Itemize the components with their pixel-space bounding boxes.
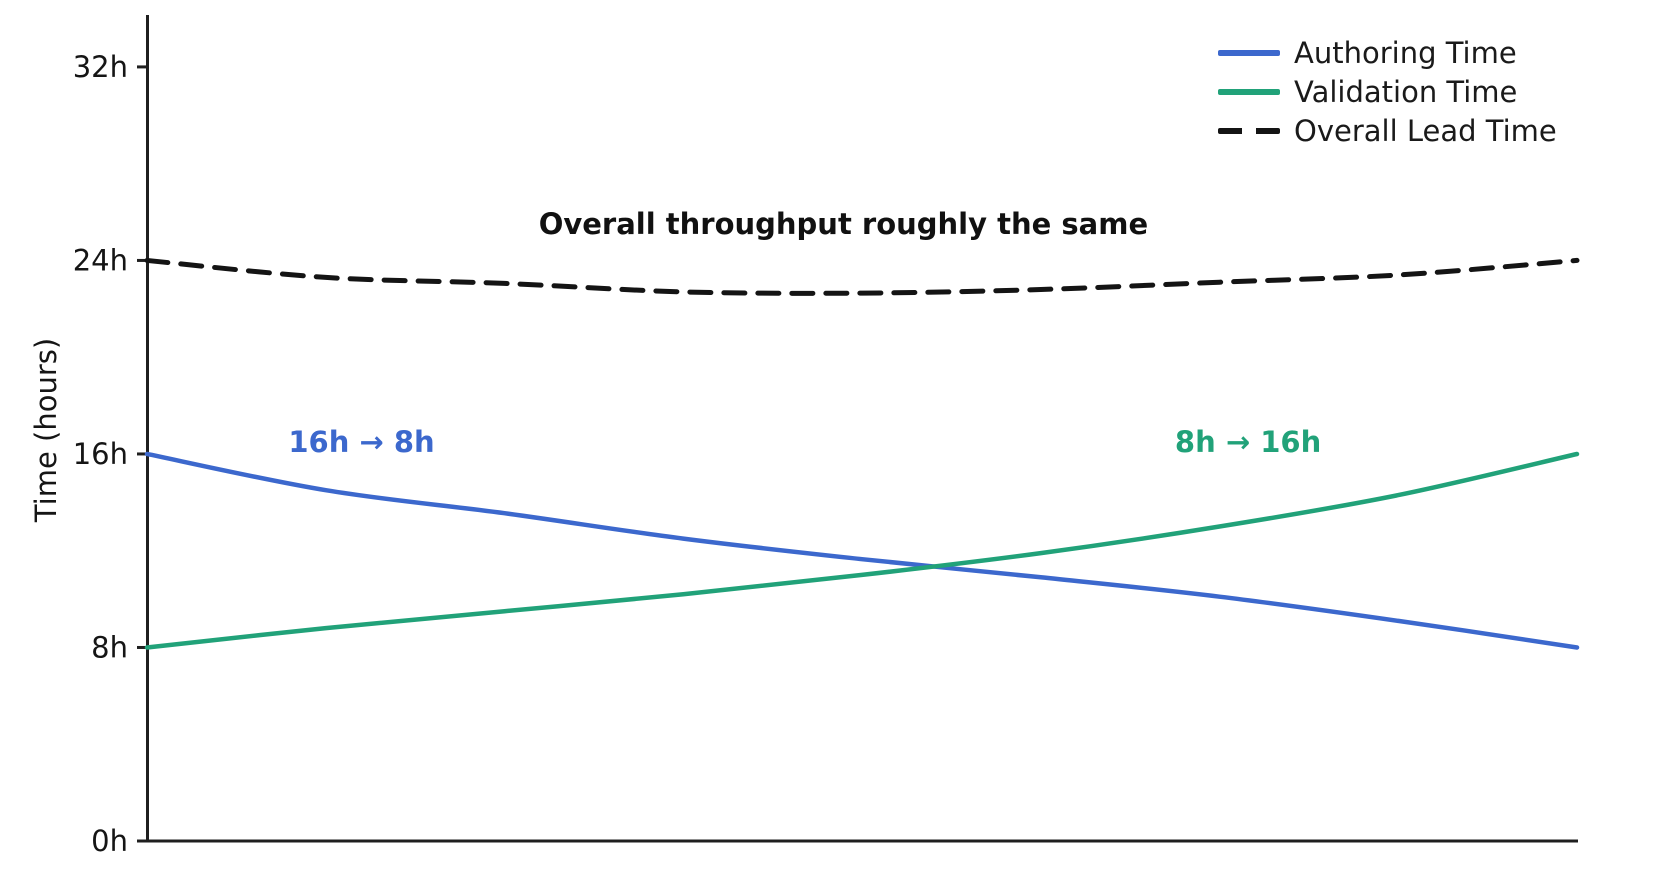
series-lines [144, 257, 1580, 650]
validation-time-line [144, 451, 1580, 650]
legend-label: Authoring Time [1294, 35, 1517, 70]
y-tick-label: 32h [73, 50, 128, 84]
y-axis-title: Time (hours) [29, 337, 63, 523]
y-tick-label: 16h [73, 437, 128, 471]
y-axis-ticks: 0h 8h 16h 24h 32h [73, 50, 147, 858]
authoring-line-swatch [1218, 49, 1280, 56]
validation-line-swatch [1218, 88, 1280, 95]
authoring-time-line [144, 451, 1580, 650]
annotation-overall-throughput: Overall throughput roughly the same [538, 207, 1149, 242]
y-tick-label: 24h [73, 244, 128, 278]
y-tick-label: 0h [91, 824, 128, 858]
legend-item-overall: Overall Lead Time [1218, 111, 1557, 150]
y-tick-label: 8h [91, 631, 128, 665]
legend: Authoring Time Validation Time Overall L… [1218, 33, 1557, 150]
axes: 0h 8h 16h 24h 32h [73, 15, 1578, 858]
legend-item-validation: Validation Time [1218, 72, 1557, 111]
annotation-validation-change: 8h → 16h [1174, 424, 1322, 459]
overall-dashed-line-swatch [1218, 127, 1280, 134]
overall-lead-time-line [144, 257, 1580, 296]
annotation-authoring-change: 16h → 8h [288, 424, 435, 459]
legend-label: Overall Lead Time [1294, 113, 1557, 148]
legend-item-authoring: Authoring Time [1218, 33, 1557, 72]
legend-label: Validation Time [1294, 74, 1518, 109]
